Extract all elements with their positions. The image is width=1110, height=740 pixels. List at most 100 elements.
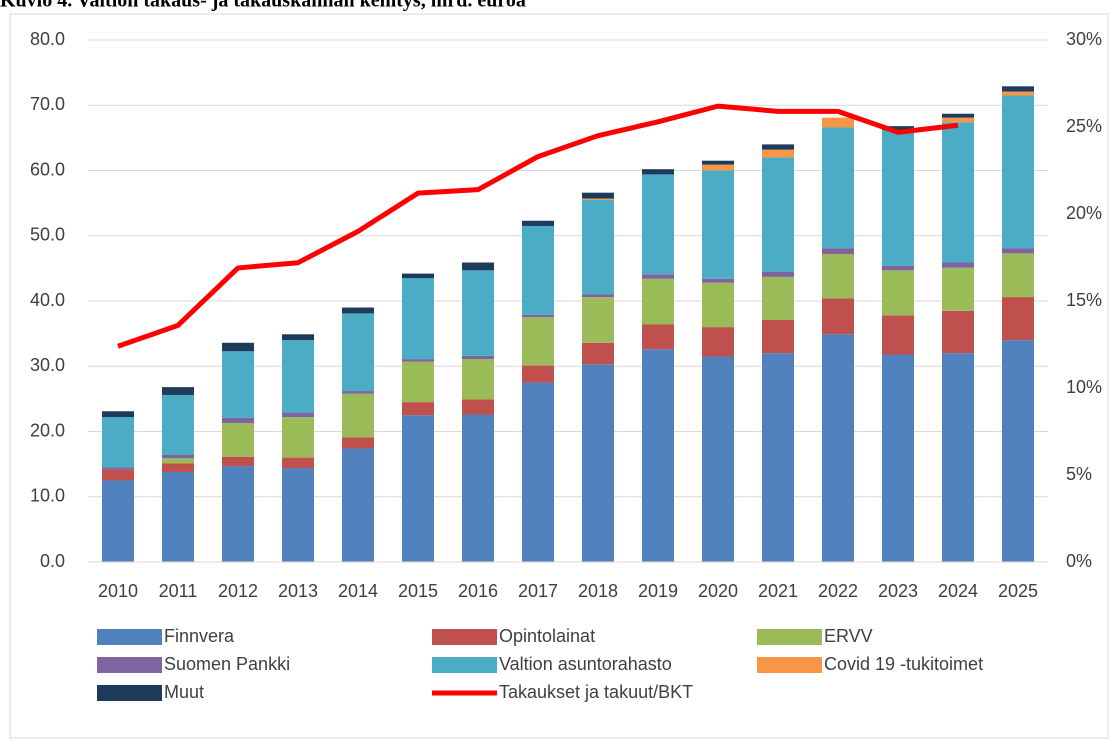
bar-segment [162, 463, 194, 472]
y2-tick-label: 0% [1066, 551, 1092, 571]
bar-segment [882, 354, 914, 562]
bar-segment [102, 467, 134, 470]
bar-segment [342, 391, 374, 394]
bar-segment [402, 359, 434, 362]
bar-segment [642, 278, 674, 325]
bar-segment [582, 342, 614, 365]
bar-segment [402, 415, 434, 562]
x-tick-label: 2025 [998, 581, 1038, 601]
legend-swatch [757, 657, 822, 673]
bar-segment [822, 334, 854, 562]
x-tick-label: 2018 [578, 581, 618, 601]
bar-segment [522, 220, 554, 226]
bar-segment [942, 117, 974, 123]
bar-segment [882, 265, 914, 271]
bar-segment [882, 130, 914, 266]
x-tick-label: 2010 [98, 581, 138, 601]
bar-segment [642, 349, 674, 562]
legend-label: Takaukset ja takuut/BKT [499, 682, 693, 702]
bar-segment [462, 359, 494, 400]
bar-segment [702, 327, 734, 357]
bar-segment [522, 314, 554, 318]
legend-swatch [432, 657, 497, 673]
bar-segment [342, 313, 374, 392]
x-tick-label: 2023 [878, 581, 918, 601]
line-series [117, 103, 959, 349]
x-tick-label: 2021 [758, 581, 798, 601]
bar-segment [402, 361, 434, 403]
bar-segment [942, 310, 974, 354]
bar-segment [762, 157, 794, 272]
bar-segment [282, 334, 314, 341]
bar-segment [1002, 340, 1034, 562]
bar-segment [582, 198, 614, 200]
bar-segment [762, 149, 794, 158]
bar-segment [582, 199, 614, 295]
bar-segment [522, 317, 554, 366]
bar-segment [522, 365, 554, 383]
bar-segment [702, 278, 734, 283]
bar-segment [942, 113, 974, 118]
legend-label: Opintolainat [499, 626, 595, 646]
bar-segment [702, 170, 734, 279]
bar-segment [462, 262, 494, 271]
y-tick-label: 0.0 [40, 551, 65, 571]
bar-segment [1002, 297, 1034, 341]
y2-tick-label: 15% [1066, 290, 1102, 310]
bar-segment [762, 276, 794, 320]
bar-segment [402, 273, 434, 279]
bar-segment [282, 468, 314, 562]
bar-segment [162, 387, 194, 395]
bar-segment [702, 356, 734, 562]
y2-tick-label: 20% [1066, 203, 1102, 223]
y-tick-label: 80.0 [30, 29, 65, 49]
bar-segment [282, 417, 314, 458]
bar-segment [702, 164, 734, 171]
bar-segment [882, 315, 914, 355]
bar-segment [342, 393, 374, 438]
bar-segment [222, 417, 254, 424]
bar-segment [342, 307, 374, 314]
bar-segment [342, 437, 374, 449]
bar-segment [162, 454, 194, 459]
bar-segment [822, 254, 854, 299]
legend-swatch [97, 629, 162, 645]
bar-segment [702, 282, 734, 328]
y2-tick-label: 25% [1066, 116, 1102, 136]
x-tick-label: 2015 [398, 581, 438, 601]
bar-segment [762, 271, 794, 277]
bar-segment [282, 457, 314, 469]
y-tick-label: 50.0 [30, 225, 65, 245]
y-tick-label: 40.0 [30, 290, 65, 310]
bar-segment [942, 122, 974, 263]
bar-segment [582, 294, 614, 298]
bar-segment [882, 126, 914, 131]
x-tick-label: 2017 [518, 581, 558, 601]
y-tick-label: 10.0 [30, 486, 65, 506]
bar-segment [942, 353, 974, 562]
bar-segment [582, 364, 614, 562]
y2-tick-label: 10% [1066, 377, 1102, 397]
legend-label: Covid 19 -tukitoimet [824, 654, 983, 674]
bar-segment [822, 127, 854, 249]
y2-tick-label: 30% [1066, 29, 1102, 49]
bar-segment [822, 248, 854, 255]
bar-segment [762, 353, 794, 562]
bar-segment [762, 144, 794, 150]
bar-segment [882, 270, 914, 316]
bar-segment [282, 340, 314, 413]
bar-segment [762, 319, 794, 354]
bar-segment [642, 174, 674, 275]
bar-segment [402, 402, 434, 416]
bar-segment [462, 355, 494, 360]
y-tick-label: 30.0 [30, 355, 65, 375]
bar-segment [222, 342, 254, 352]
bar-segment [222, 423, 254, 457]
bar-segment [162, 394, 194, 455]
bar-segment [342, 448, 374, 562]
legend-swatch [97, 657, 162, 673]
x-tick-label: 2024 [938, 581, 978, 601]
legend-label: Muut [164, 682, 204, 702]
bar-segment [162, 458, 194, 464]
